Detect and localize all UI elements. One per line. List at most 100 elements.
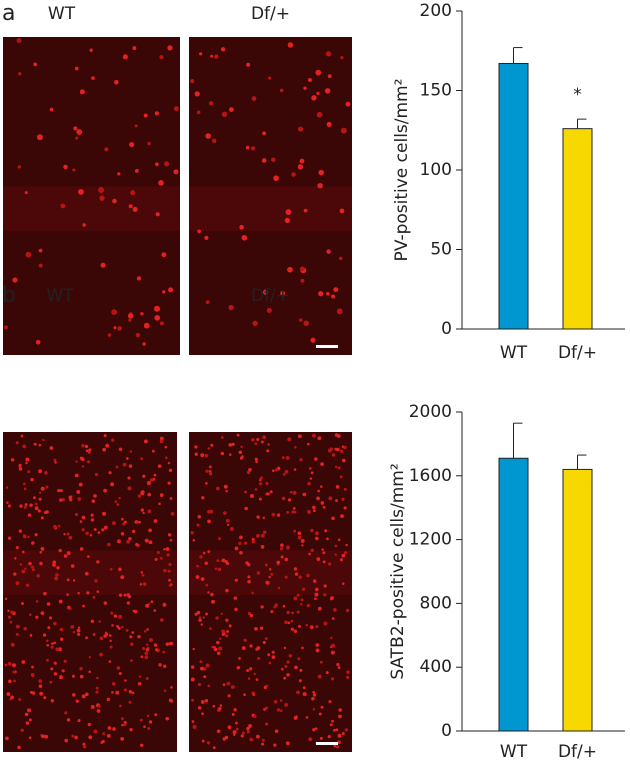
cell — [128, 537, 132, 541]
cell — [25, 461, 28, 465]
cell — [249, 613, 253, 618]
cell — [49, 446, 54, 450]
cell — [331, 294, 336, 299]
cell — [222, 511, 227, 515]
cell — [339, 449, 344, 453]
cell — [139, 718, 143, 722]
cell — [10, 610, 14, 614]
cell — [299, 668, 303, 672]
cell — [17, 745, 21, 750]
cell — [112, 198, 117, 204]
cell — [218, 646, 223, 651]
cell — [161, 252, 167, 258]
cell — [233, 596, 238, 600]
cell — [320, 462, 324, 467]
cell — [334, 465, 338, 469]
cell — [45, 485, 49, 489]
cell — [325, 671, 329, 675]
cell — [212, 746, 216, 750]
cell — [167, 533, 172, 537]
cell — [13, 572, 17, 576]
bar — [562, 128, 593, 330]
cell — [91, 76, 95, 80]
cell — [213, 645, 216, 649]
cell — [147, 509, 152, 514]
cell — [296, 610, 300, 614]
cell — [259, 626, 264, 630]
cell — [303, 208, 308, 213]
cell — [302, 587, 306, 591]
cell — [141, 573, 145, 577]
cell — [38, 684, 43, 688]
cell — [256, 571, 261, 575]
cell — [76, 628, 81, 633]
cell — [308, 737, 313, 742]
cell — [297, 126, 304, 132]
cell — [159, 618, 164, 622]
cell — [98, 620, 101, 623]
cell — [15, 441, 19, 445]
cell — [235, 727, 239, 731]
cell — [33, 442, 37, 446]
cell — [63, 164, 68, 170]
cell — [116, 624, 119, 628]
cell — [207, 447, 211, 450]
cell — [288, 653, 293, 658]
cell — [23, 626, 28, 631]
cell — [319, 660, 323, 664]
cell — [293, 529, 297, 533]
cell — [53, 661, 57, 665]
cell — [253, 672, 256, 676]
cell — [326, 291, 330, 296]
cell — [74, 735, 78, 740]
cell — [81, 694, 86, 699]
cell — [265, 581, 270, 585]
cell — [25, 457, 30, 462]
cell — [128, 689, 133, 694]
cell — [137, 681, 142, 686]
cell — [299, 318, 303, 322]
cell — [123, 721, 127, 725]
cell — [284, 702, 289, 707]
cell — [117, 326, 122, 331]
cell — [21, 550, 25, 554]
cell — [192, 538, 196, 542]
cell — [89, 533, 93, 537]
cell — [126, 539, 130, 544]
cell — [327, 735, 331, 739]
cell — [164, 456, 168, 460]
bar — [562, 468, 593, 732]
y-tick-label: 150 — [420, 81, 452, 101]
cell — [27, 708, 32, 713]
cell — [190, 677, 195, 682]
cell — [263, 530, 267, 534]
cell — [30, 565, 35, 569]
cell — [147, 492, 152, 497]
cell — [112, 727, 116, 731]
cell — [98, 653, 102, 657]
cell — [63, 554, 68, 558]
cell — [71, 734, 75, 738]
cell — [338, 714, 342, 719]
cell — [287, 437, 292, 442]
cell — [5, 486, 9, 489]
cell — [297, 434, 302, 439]
cell — [154, 305, 161, 312]
cell — [165, 716, 170, 721]
cell — [225, 561, 230, 566]
cell — [293, 468, 297, 471]
cell — [307, 442, 310, 446]
cell — [302, 686, 306, 690]
cell — [143, 322, 150, 329]
cell — [317, 674, 322, 679]
cell — [18, 467, 23, 471]
cell — [215, 486, 220, 491]
cell — [228, 443, 232, 447]
cell — [233, 708, 237, 712]
cell — [267, 442, 271, 446]
cell — [146, 480, 151, 485]
cell — [81, 465, 85, 468]
cell — [96, 709, 101, 713]
cell — [341, 553, 346, 558]
cell — [7, 661, 12, 666]
